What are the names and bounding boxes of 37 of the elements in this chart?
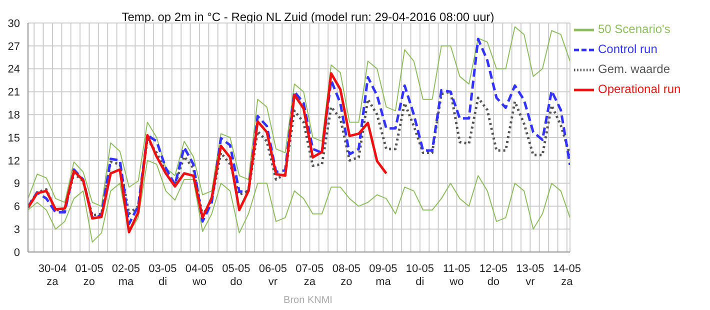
legend-label: Control run <box>598 42 658 56</box>
x-tick-label: 04-05 wo <box>185 263 214 288</box>
x-tick-label: 03-05 di <box>148 263 177 288</box>
x-tick-label: 11-05 wo <box>443 263 470 288</box>
x-tick-label: 12-05 do <box>479 263 508 288</box>
legend-label: Operational run <box>598 82 681 96</box>
x-tick-label: 14-05 za <box>552 263 582 288</box>
x-tick-label: 10-05 di <box>406 263 434 288</box>
y-tick-label: 21 <box>8 86 20 99</box>
x-tick-label: 08-05 zo <box>332 263 361 288</box>
legend-label: Gem. waarde <box>598 62 670 76</box>
x-tick-label: 01-05 zo <box>75 263 104 288</box>
y-tick-label: 18 <box>8 110 20 122</box>
chart-title: Temp. op 2m in °C - Regio NL Zuid (model run: 29-04-2016 08:00 uur) <box>122 10 494 24</box>
x-tick-label: 13-05 vr <box>516 263 544 288</box>
line-series <box>28 90 570 217</box>
line-series <box>28 26 570 207</box>
x-tick-label: 02-05 ma <box>112 263 140 288</box>
x-tick-label: 06-05 vr <box>258 263 288 288</box>
x-tick-label: 09-05 ma <box>369 263 398 288</box>
y-tick-label: 27 <box>8 40 20 53</box>
y-tick-label: 0 <box>14 246 20 259</box>
y-tick-label: 9 <box>14 178 20 190</box>
line-series <box>28 160 570 243</box>
y-tick-label: 24 <box>8 64 20 76</box>
x-tick-label: 30-04 za <box>38 263 67 288</box>
text: Bron KNMI <box>282 295 334 306</box>
y-tick-label: 15 <box>8 132 20 144</box>
legend-label: 50 Scenario's <box>598 22 670 36</box>
line-series <box>28 38 570 226</box>
y-tick-label: 30 <box>8 18 20 30</box>
y-tick-label: 6 <box>14 201 20 214</box>
x-tick-label: 05-05 do <box>222 263 250 288</box>
x-tick-label: 07-05 za <box>296 263 324 288</box>
line-series <box>28 72 388 234</box>
y-tick-label: 3 <box>14 224 20 236</box>
y-tick-label: 12 <box>8 155 20 168</box>
